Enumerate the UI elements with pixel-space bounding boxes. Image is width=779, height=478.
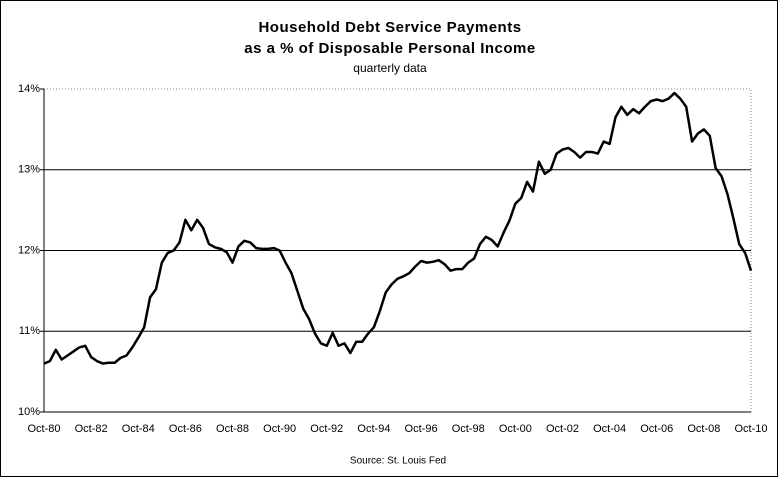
x-tick-label: Oct-98 — [452, 423, 485, 435]
x-tick-label: Oct-86 — [169, 423, 202, 435]
x-tick-label: Oct-80 — [27, 423, 60, 435]
x-tick-label: Oct-88 — [216, 423, 249, 435]
chart-title: as a % of Disposable Personal Income — [244, 40, 535, 57]
y-tick-label: 12% — [18, 244, 40, 256]
x-tick-label: Oct-92 — [310, 423, 343, 435]
data-line — [43, 91, 753, 365]
x-tick-label: Oct-10 — [734, 423, 767, 435]
source-note: Source: St. Louis Fed — [350, 456, 446, 467]
y-tick-label: 11% — [19, 325, 40, 337]
y-tick-label: 14% — [18, 83, 40, 95]
x-tick-label: Oct-90 — [263, 423, 296, 435]
chart-title: Household Debt Service Payments — [258, 19, 521, 36]
chart-subtitle: quarterly data — [353, 61, 427, 75]
x-tick-label: Oct-94 — [357, 423, 390, 435]
x-tick-label: Oct-84 — [122, 423, 155, 435]
x-tick-label: Oct-82 — [75, 423, 108, 435]
x-tick-label: Oct-00 — [499, 423, 532, 435]
x-tick-label: Oct-96 — [405, 423, 438, 435]
x-tick-label: Oct-02 — [546, 423, 579, 435]
x-tick-label: Oct-04 — [593, 423, 626, 435]
y-tick-label: 10% — [18, 406, 40, 418]
x-tick-label: Oct-06 — [640, 423, 673, 435]
x-tick-label: Oct-08 — [687, 423, 720, 435]
y-tick-label: 13% — [18, 164, 40, 176]
